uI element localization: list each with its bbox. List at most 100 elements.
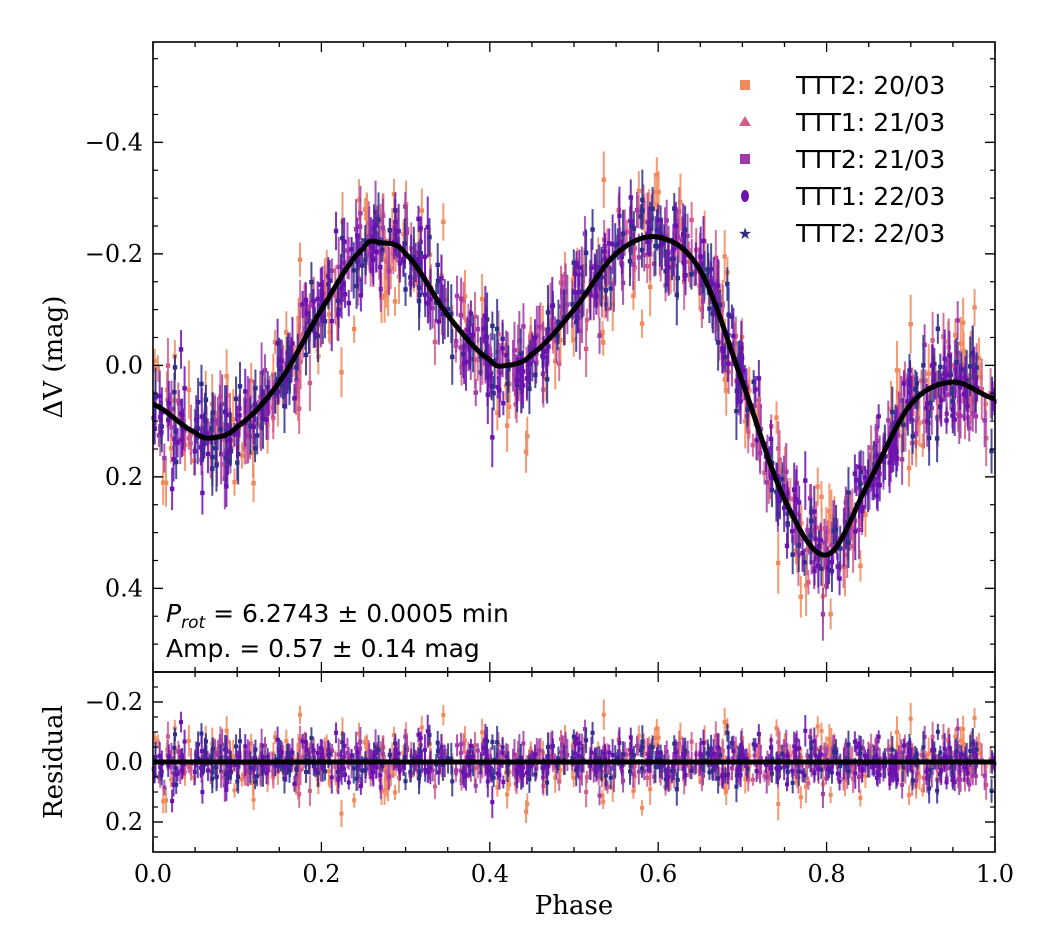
legend-entry: TTT1: 22/03 bbox=[741, 182, 945, 211]
residual-point bbox=[819, 722, 824, 740]
data-point bbox=[525, 416, 530, 457]
residual-point bbox=[961, 715, 966, 743]
data-point bbox=[378, 237, 383, 298]
data-point bbox=[611, 255, 617, 312]
residual-point bbox=[952, 773, 957, 792]
data-point bbox=[835, 518, 840, 560]
data-point bbox=[588, 267, 593, 321]
data-point bbox=[707, 294, 712, 324]
data-point bbox=[543, 327, 549, 374]
residual-point bbox=[279, 745, 284, 759]
residual-point bbox=[563, 731, 568, 763]
data-point bbox=[826, 555, 832, 585]
residual-point bbox=[403, 728, 408, 745]
data-point bbox=[311, 289, 316, 314]
data-point bbox=[490, 407, 495, 468]
data-point bbox=[175, 427, 180, 458]
data-point bbox=[205, 434, 211, 474]
residual-point bbox=[232, 783, 237, 798]
residual-point bbox=[459, 732, 464, 756]
data-point bbox=[678, 173, 683, 231]
data-point bbox=[419, 188, 425, 233]
residual-point bbox=[425, 714, 430, 748]
residual-point bbox=[812, 727, 817, 756]
data-point bbox=[701, 216, 706, 266]
data-point bbox=[416, 205, 421, 232]
data-point bbox=[168, 433, 174, 463]
data-point bbox=[425, 196, 430, 258]
data-point bbox=[239, 442, 245, 469]
residual-point bbox=[672, 735, 677, 752]
data-point bbox=[479, 274, 485, 325]
residual-point bbox=[491, 768, 496, 787]
data-point bbox=[392, 287, 398, 316]
residual-point bbox=[376, 735, 381, 765]
residual-point bbox=[255, 765, 260, 787]
residual-point bbox=[463, 759, 468, 791]
data-point bbox=[333, 268, 338, 324]
residual-point bbox=[340, 731, 345, 754]
data-point bbox=[652, 172, 657, 212]
data-point bbox=[473, 379, 478, 407]
data-point bbox=[546, 329, 551, 364]
data-point bbox=[617, 186, 622, 245]
residual-point bbox=[716, 763, 721, 794]
residual-point bbox=[582, 719, 587, 739]
data-point bbox=[715, 314, 721, 371]
residual-point bbox=[725, 723, 730, 742]
data-point bbox=[468, 300, 474, 327]
data-point bbox=[178, 330, 184, 369]
residual-point bbox=[686, 754, 691, 777]
residual-point bbox=[908, 702, 913, 735]
residual-point bbox=[174, 775, 179, 794]
residual-point bbox=[597, 746, 602, 771]
residual-point bbox=[907, 785, 912, 806]
residual-point bbox=[972, 707, 977, 728]
data-point bbox=[955, 301, 960, 340]
data-point bbox=[155, 355, 161, 382]
residual-point bbox=[683, 764, 688, 786]
data-point bbox=[326, 257, 331, 296]
data-point bbox=[182, 366, 187, 411]
x-tick-label: 1.0 bbox=[976, 860, 1014, 888]
x-tick-label: 0.4 bbox=[471, 860, 509, 888]
residual-point bbox=[505, 780, 510, 809]
data-point bbox=[776, 532, 781, 594]
data-point bbox=[483, 285, 488, 346]
data-point bbox=[952, 403, 957, 436]
residual-point bbox=[521, 762, 526, 788]
residual-point bbox=[416, 727, 421, 742]
residual-point bbox=[831, 744, 836, 759]
residual-point bbox=[282, 764, 287, 794]
residual-point bbox=[800, 762, 805, 783]
data-point bbox=[753, 375, 758, 403]
data-point bbox=[387, 218, 393, 243]
res-y-tick-label: 0.2 bbox=[105, 808, 143, 836]
data-point bbox=[944, 358, 949, 392]
data-point bbox=[913, 419, 919, 449]
data-point bbox=[340, 218, 345, 259]
data-point bbox=[462, 269, 468, 324]
data-point bbox=[725, 267, 730, 301]
residual-point bbox=[475, 743, 480, 758]
data-point bbox=[781, 483, 787, 532]
x-tick-label: 0.6 bbox=[639, 860, 677, 888]
y-tick-label: 0.2 bbox=[105, 463, 143, 491]
data-point bbox=[556, 346, 562, 382]
residual-point bbox=[792, 731, 797, 761]
residual-point bbox=[537, 738, 542, 762]
data-point bbox=[606, 228, 612, 259]
residual-point bbox=[758, 760, 763, 784]
data-point bbox=[313, 320, 318, 348]
data-point bbox=[750, 433, 756, 457]
data-point bbox=[822, 518, 827, 567]
data-point bbox=[490, 311, 495, 341]
data-point bbox=[248, 362, 254, 399]
data-point bbox=[926, 410, 932, 466]
data-point bbox=[655, 204, 661, 236]
residual-point bbox=[313, 762, 318, 777]
data-point bbox=[776, 421, 781, 476]
main-data-points bbox=[151, 151, 997, 641]
data-point bbox=[262, 354, 268, 387]
residual-point bbox=[677, 730, 682, 757]
